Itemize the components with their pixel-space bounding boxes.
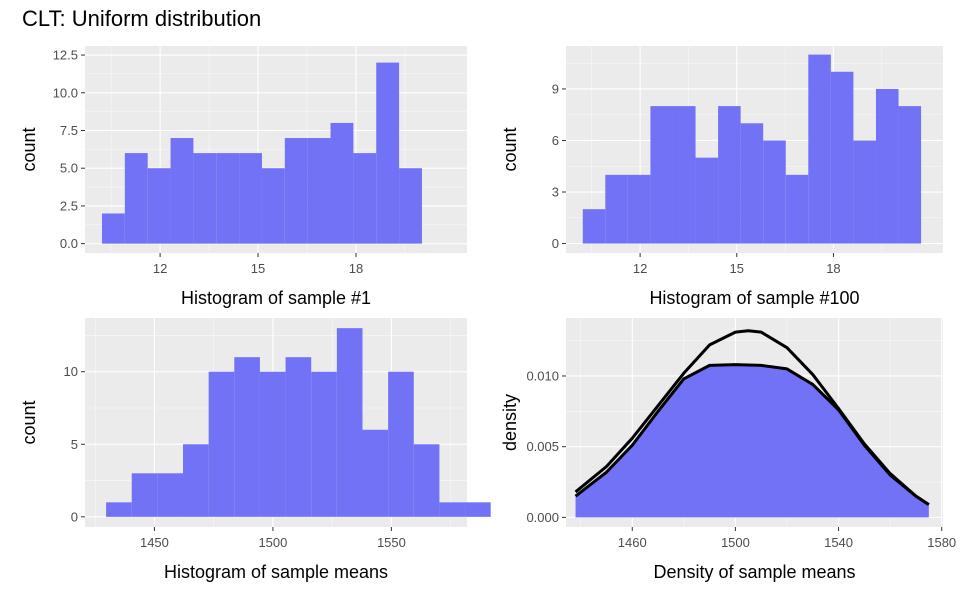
histogram-bar <box>330 122 354 244</box>
x-axis-title: Histogram of sample #100 <box>649 288 859 308</box>
histogram-bar <box>465 502 491 517</box>
panel-hist100: 0 3 6 9 12 15 18 Histogram of sample #100 count <box>500 46 943 308</box>
x-tick-label: 1500 <box>721 535 750 550</box>
x-axis-title: Histogram of sample means <box>164 562 388 582</box>
x-axis-title: Histogram of sample #1 <box>181 288 371 308</box>
y-tick-label: 3 <box>552 185 559 200</box>
y-tick-label: 10.0 <box>53 85 78 100</box>
histogram-bar <box>336 328 363 517</box>
histogram-bar <box>582 209 606 244</box>
histogram-bar <box>853 140 876 244</box>
x-tick-label: 1580 <box>927 535 956 550</box>
x-tick-label: 15 <box>251 261 265 276</box>
histogram-bar <box>627 174 651 244</box>
y-tick-label: 0.005 <box>526 439 559 454</box>
x-tick-label: 1550 <box>377 535 406 550</box>
y-tick-label: 5 <box>71 437 78 452</box>
histogram-bar <box>239 153 262 244</box>
x-tick-label: 1500 <box>258 535 287 550</box>
histogram-bar <box>785 174 809 244</box>
histogram-bar <box>216 153 240 244</box>
histogram-bar <box>898 106 922 244</box>
histogram-bar <box>650 106 673 244</box>
histogram-bar <box>388 371 414 517</box>
histogram-bar <box>170 138 194 244</box>
y-tick-label: 12.5 <box>53 48 78 63</box>
panel-hist1: 0.0 2.5 5.0 7.5 10.0 12.5 12 15 18 Histogram of s… <box>19 46 467 308</box>
histogram-bar <box>307 138 331 244</box>
histogram-bar <box>131 473 158 517</box>
y-tick-label: 5.0 <box>60 161 78 176</box>
y-axis-title: count <box>500 127 520 171</box>
y-tick-label: 0.0 <box>60 236 78 251</box>
histogram-bar <box>353 153 377 244</box>
histogram-bar <box>193 153 217 244</box>
y-tick-label: 9 <box>552 81 559 96</box>
y-axis-title: density <box>500 394 520 451</box>
histogram-bar <box>605 174 628 244</box>
histogram-bar <box>311 371 337 517</box>
histogram-bar <box>399 168 422 244</box>
y-tick-label: 0 <box>552 236 559 251</box>
histogram-bar <box>259 371 286 517</box>
y-tick-label: 0.000 <box>526 510 559 525</box>
histogram-bar <box>234 357 260 517</box>
histogram-bar <box>157 473 184 517</box>
histogram-bar <box>413 444 440 517</box>
y-tick-label: 10 <box>64 364 78 379</box>
y-axis-title: count <box>19 127 39 171</box>
histogram-bar <box>376 62 400 244</box>
normal-curve <box>574 329 930 506</box>
histogram-bar <box>362 429 389 517</box>
density-area <box>575 364 929 518</box>
histogram-bar <box>124 153 148 244</box>
histogram-bar <box>106 502 132 517</box>
x-tick-label: 15 <box>730 261 744 276</box>
x-tick-label: 18 <box>349 261 363 276</box>
chart-title: CLT: Uniform distribution <box>22 6 262 31</box>
histogram-bar <box>101 213 125 244</box>
x-tick-label: 1540 <box>824 535 853 550</box>
x-tick-label: 1450 <box>140 535 169 550</box>
panel-density: 0.000 0.005 0.010 1460 1500 1540 1580 Density o… <box>500 318 956 582</box>
panel-means: 0 5 10 1450 1500 1550 Histogram of sample mean… <box>19 318 491 582</box>
histogram-bar <box>763 140 786 244</box>
x-tick-label: 1460 <box>618 535 647 550</box>
y-tick-label: 2.5 <box>60 198 78 213</box>
y-tick-label: 7.5 <box>60 123 78 138</box>
x-tick-label: 18 <box>826 261 840 276</box>
histogram-bar <box>284 138 308 244</box>
histogram-bar <box>740 123 764 244</box>
histogram-bar <box>830 71 854 244</box>
y-axis-title: count <box>19 400 39 444</box>
histogram-bar <box>183 444 209 517</box>
y-tick-label: 6 <box>552 133 559 148</box>
histogram-bar <box>439 502 466 517</box>
histogram-bar <box>147 168 171 244</box>
histogram-bar <box>695 157 719 244</box>
y-tick-label: 0 <box>71 509 78 524</box>
x-tick-label: 12 <box>153 261 167 276</box>
x-axis-title: Density of sample means <box>653 562 855 582</box>
histogram-bar <box>285 357 312 517</box>
histogram-bar <box>672 106 696 244</box>
histogram-bar <box>808 54 831 244</box>
histogram-bar <box>875 88 899 244</box>
histogram-bar <box>208 371 235 517</box>
histogram-bar <box>261 168 285 244</box>
histogram-bar <box>718 106 741 244</box>
x-tick-label: 12 <box>633 261 647 276</box>
y-tick-label: 0.010 <box>526 368 559 383</box>
